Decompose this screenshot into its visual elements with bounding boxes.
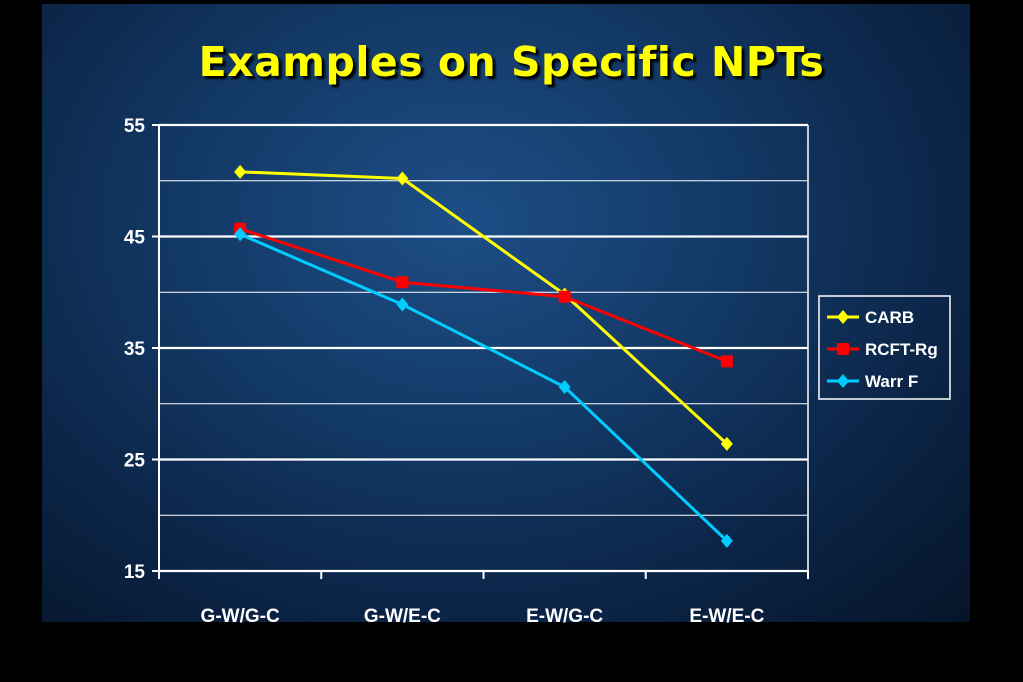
legend-label: RCFT-Rg (865, 340, 938, 359)
series-carb (234, 164, 733, 451)
series-layer (234, 164, 733, 548)
series-warr-f (234, 227, 733, 548)
data-point (720, 436, 733, 451)
y-tick-label: 25 (124, 451, 146, 472)
legend-label: Warr F (865, 372, 918, 391)
legend-box (818, 295, 951, 400)
legend-swatch-marker (837, 374, 849, 388)
gridlines (159, 123, 808, 516)
y-tick-label: 15 (124, 562, 146, 583)
slide-background (42, 4, 970, 622)
data-point (558, 380, 571, 395)
series-line (240, 170, 728, 445)
legend-swatch-marker (837, 343, 849, 355)
data-point (396, 276, 409, 289)
legend: CARB RCFT-Rg Warr F (818, 295, 951, 400)
data-point (234, 227, 247, 242)
data-point (720, 355, 733, 368)
x-tick-label: E-W/G-C (526, 606, 603, 627)
x-tick-label: E-W/E-C (689, 606, 764, 627)
data-point (234, 164, 247, 179)
x-tick-labels: G-W/G-C G-W/E-C E-W/G-C E-W/E-C (201, 606, 765, 627)
y-tick-label: 45 (124, 228, 146, 249)
legend-label: CARB (865, 308, 914, 327)
y-tick-label: 55 (124, 116, 146, 137)
series-line (239, 232, 728, 542)
y-tick-labels: 15 25 35 45 55 (124, 116, 146, 583)
data-point (396, 297, 409, 312)
data-point (396, 171, 409, 186)
x-tick-label: G-W/G-C (201, 606, 280, 627)
data-point (558, 290, 571, 303)
data-point (720, 533, 733, 548)
y-tick-label: 35 (124, 339, 146, 360)
legend-swatch-marker (837, 310, 849, 324)
axes (152, 124, 809, 579)
series-line (239, 227, 728, 363)
x-tick-label: G-W/E-C (364, 606, 441, 627)
slide-title: Examples on Specific NPTs (198, 38, 825, 86)
